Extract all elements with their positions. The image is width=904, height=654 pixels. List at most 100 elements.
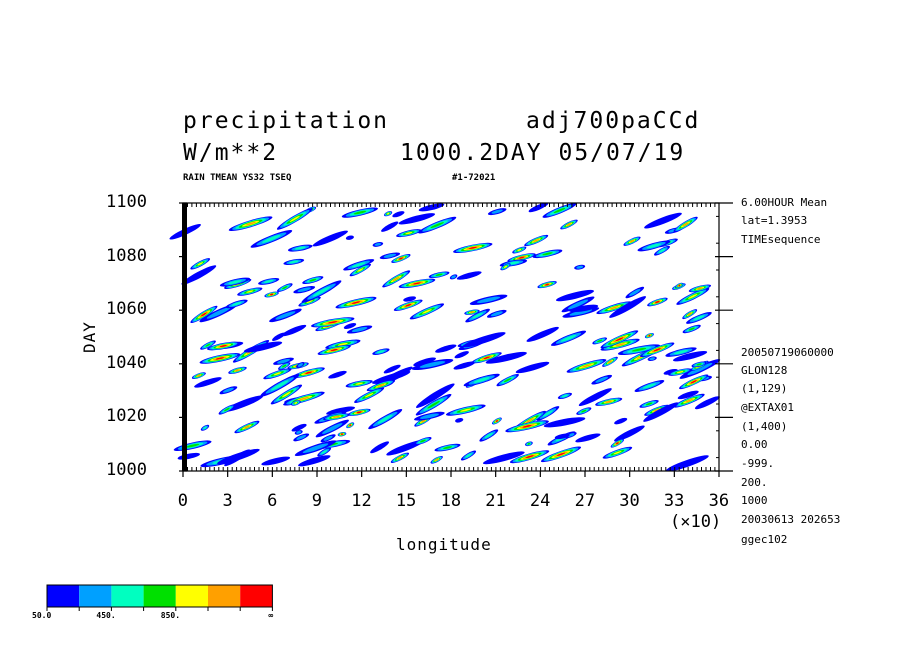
rain-cell-148-level-0 xyxy=(403,296,416,302)
side-info-bottom-8: 1000 xyxy=(741,494,768,507)
variable-title: precipitation xyxy=(183,108,390,134)
rain-cell-81-level-3 xyxy=(223,407,230,412)
rain-cell-46-level-3 xyxy=(581,409,587,413)
rain-cell-15-level-4 xyxy=(281,391,291,398)
rain-cell-188-level-1 xyxy=(297,363,303,367)
rain-cell-119-level-4 xyxy=(273,372,282,376)
rain-cell-185-level-3 xyxy=(553,207,566,214)
rain-cell-63-level-6 xyxy=(545,283,550,286)
rain-cell-22-level-5 xyxy=(566,223,572,226)
rain-cell-53-level-1 xyxy=(275,311,296,320)
y-tick-label-1040: 1040 xyxy=(106,352,147,373)
rain-cell-205-level-3 xyxy=(419,439,426,443)
rain-cell-228-level-2 xyxy=(321,450,328,454)
rain-cell-23-level-0 xyxy=(663,368,678,375)
rain-cell-37-level-3 xyxy=(353,210,367,215)
rain-cell-58-level-1 xyxy=(490,311,503,317)
rain-cell-28-level-6 xyxy=(525,455,534,459)
rain-cell-97-level-0 xyxy=(217,448,260,465)
side-info-bottom-7: 200. xyxy=(741,476,768,489)
x-tick-label-0: 0 xyxy=(177,491,189,511)
rain-cell-141-level-4 xyxy=(503,265,508,268)
rain-cell-35-level-0 xyxy=(435,344,457,353)
side-info-bottom-9: 20030613 202653 xyxy=(741,513,841,526)
rain-cell-70-level-0 xyxy=(345,235,354,240)
rain-cell-206-level-6 xyxy=(690,380,697,384)
rain-cell-146-level-1 xyxy=(451,275,456,279)
rain-cell-182-level-0 xyxy=(555,289,595,302)
rain-cell-90-level-0 xyxy=(398,213,436,225)
rain-cell-190-level-6 xyxy=(405,304,412,307)
rain-cell-133-level-6 xyxy=(219,344,227,348)
rain-cell-166-level-5 xyxy=(421,419,426,423)
rain-cell-156-level-0 xyxy=(281,324,307,337)
rain-cell-142-level-6 xyxy=(356,411,362,414)
rain-cell-198-level-0 xyxy=(554,433,570,440)
rain-cell-80-level-1 xyxy=(629,288,641,297)
rain-cell-33-level-1 xyxy=(296,434,307,440)
legend-swatch-2 xyxy=(111,585,144,607)
rain-cell-170-level-2 xyxy=(693,315,705,321)
rain-cell-218-level-0 xyxy=(673,351,708,362)
rain-cell-36-level-6 xyxy=(349,424,352,427)
rain-cell-177-level-1 xyxy=(351,326,368,333)
rain-cell-229-level-6 xyxy=(615,337,624,342)
rain-cell-10-level-2 xyxy=(377,414,393,424)
legend-frame xyxy=(46,584,273,608)
rain-cell-30-level-2 xyxy=(203,426,207,430)
rain-cell-171-level-3 xyxy=(309,278,317,282)
rain-cell-175-level-3 xyxy=(282,286,288,290)
rain-cell-5-level-2 xyxy=(294,246,306,250)
rain-cell-59-level-0 xyxy=(177,452,200,460)
y-tick-label-1100: 1100 xyxy=(106,192,147,212)
rain-cell-13-level-0 xyxy=(526,326,559,342)
rain-cell-178-level-5 xyxy=(533,239,540,242)
rain-cell-173-level-4 xyxy=(294,402,298,404)
subtitle-right: #1-72021 xyxy=(452,173,496,183)
rain-cell-56-level-6 xyxy=(518,256,525,259)
rain-cell-150-level-4 xyxy=(613,450,622,455)
rain-cell-92-level-0 xyxy=(416,383,455,408)
rain-cell-60-level-0 xyxy=(694,396,720,410)
rain-cell-102-level-0 xyxy=(181,265,217,285)
rain-cell-165-level-2 xyxy=(673,349,689,355)
rain-cell-154-level-3 xyxy=(688,327,695,331)
rain-cell-138-level-6 xyxy=(648,334,651,337)
x-tick-label-6: 6 xyxy=(267,491,278,511)
x-tick-label-18: 18 xyxy=(440,491,462,511)
rain-cell-21-level-3 xyxy=(527,442,531,445)
rain-cell-197-level-4 xyxy=(405,231,413,235)
rain-cell-65-level-0 xyxy=(515,361,550,374)
x-tick-label-21: 21 xyxy=(485,491,506,511)
rain-cell-32-level-5 xyxy=(435,458,439,461)
rain-cell-27-level-0 xyxy=(381,221,399,232)
rain-cell-192-level-5 xyxy=(581,364,592,368)
rain-cell-52-level-0 xyxy=(643,402,679,422)
rain-cell-187-level-0 xyxy=(326,406,356,415)
rain-cell-50-level-6 xyxy=(270,293,274,296)
rain-cell-195-level-0 xyxy=(485,351,527,364)
legend-label-2: 850. xyxy=(160,611,181,620)
day-date-label: 1000.2DAY 05/07/19 xyxy=(400,140,686,166)
rain-cell-79-level-4 xyxy=(460,408,472,412)
rain-cell-83-level-5 xyxy=(608,360,612,364)
rain-cell-203-level-0 xyxy=(677,390,699,400)
rain-cell-104-level-0 xyxy=(454,351,469,359)
rain-cell-110-level-6 xyxy=(655,300,660,304)
rain-cell-224-level-5 xyxy=(697,287,703,290)
x-axis-label: longitude xyxy=(396,535,492,554)
rain-cell-181-level-3 xyxy=(542,252,553,256)
rain-cell-20-level-0 xyxy=(543,417,586,428)
rain-cell-155-level-3 xyxy=(427,400,440,409)
rain-cell-131-level-3 xyxy=(205,343,211,347)
rain-cell-200-level-5 xyxy=(687,312,692,316)
rain-cell-161-level-6 xyxy=(615,442,619,445)
side-info-bottom-1: GLON128 xyxy=(741,364,788,377)
rain-cell-99-level-6 xyxy=(653,348,661,352)
rain-cell-226-level-6 xyxy=(330,348,338,352)
x-tick-label-15: 15 xyxy=(395,491,417,511)
rain-cell-77-level-4 xyxy=(197,262,204,266)
rain-cell-208-level-6 xyxy=(483,356,490,360)
x-multiplier-label: (×10) xyxy=(670,512,722,532)
y-tick-label-1080: 1080 xyxy=(106,245,147,266)
